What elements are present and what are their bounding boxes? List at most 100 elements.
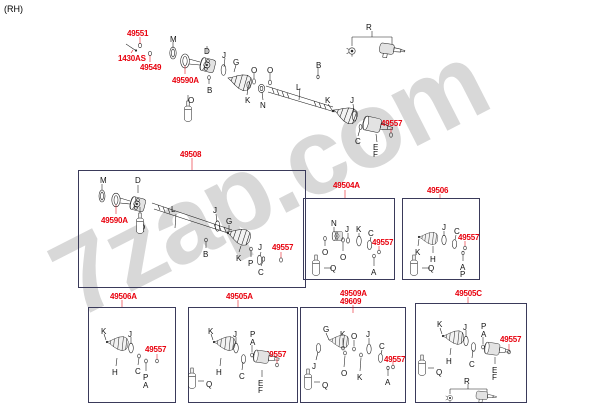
p1-callout-Q: Q xyxy=(139,223,146,232)
callout-N-top: N xyxy=(260,101,266,110)
panel-49506-box[interactable] xyxy=(402,198,480,280)
panel-49505A-box[interactable] xyxy=(188,307,298,403)
p3-callout-Q: Q xyxy=(428,264,435,273)
label-49505A[interactable]: 49505A xyxy=(226,292,253,301)
callout-G-top: G xyxy=(233,58,240,67)
p5-callout-J: J xyxy=(233,330,237,339)
label-49505C[interactable]: 49505C xyxy=(455,289,482,298)
callout-J-top-2: J xyxy=(350,96,354,105)
p7-callout-F: F xyxy=(492,373,497,382)
p6-callout-J1: J xyxy=(366,330,370,339)
p5-callout-A: A xyxy=(250,338,256,347)
callout-O-top-1: O xyxy=(251,66,258,75)
side-label: (RH) xyxy=(4,4,23,14)
p1-callout-L: L xyxy=(171,205,176,214)
label-49557-p3[interactable]: 49557 xyxy=(458,233,480,242)
p1-callout-B: B xyxy=(203,250,209,259)
p3-callout-H: H xyxy=(430,255,436,264)
p4-callout-H: H xyxy=(112,368,118,377)
p6-callout-G: G xyxy=(323,325,330,334)
callout-C-top: C xyxy=(355,137,361,146)
label-49557-p1[interactable]: 49557 xyxy=(272,243,294,252)
p5-callout-P: P xyxy=(250,330,256,339)
label-49506A[interactable]: 49506A xyxy=(110,292,137,301)
label-49557-top[interactable]: 49557 xyxy=(381,119,403,128)
callout-O-top-3: O xyxy=(188,96,195,105)
callout-J-top: J xyxy=(222,51,226,60)
p2-callout-A: A xyxy=(371,268,377,277)
p5-callout-E: E xyxy=(258,379,264,388)
p1-callout-M: M xyxy=(100,176,107,185)
p2-callout-C: C xyxy=(368,229,374,238)
callout-R-top: R xyxy=(366,23,372,32)
label-49504A[interactable]: 49504A xyxy=(333,181,360,190)
callout-B-top-2: B xyxy=(316,61,322,70)
p2-callout-O2: O xyxy=(340,253,347,262)
panel-49506A-box[interactable] xyxy=(88,307,176,403)
panel-49505C-box[interactable] xyxy=(415,303,527,403)
p4-callout-P: P xyxy=(143,373,149,382)
p7-callout-C: C xyxy=(469,360,475,369)
p6-callout-O2: O xyxy=(341,369,348,378)
label-49557-p2[interactable]: 49557 xyxy=(372,238,394,247)
callout-K-top: K xyxy=(245,96,251,105)
label-49557-p4[interactable]: 49557 xyxy=(145,345,167,354)
label-49508[interactable]: 49508 xyxy=(180,150,202,159)
p1-callout-J2: J xyxy=(258,243,262,252)
p5-callout-F: F xyxy=(258,386,263,395)
p7-callout-E: E xyxy=(492,366,498,375)
p1-callout-J: J xyxy=(213,206,217,215)
label-49609[interactable]: 49609 xyxy=(340,297,362,306)
label-49557-p6[interactable]: 49557 xyxy=(384,355,406,364)
label-49549[interactable]: 49549 xyxy=(140,63,162,72)
p6-callout-K: K xyxy=(340,330,346,339)
callout-E-top: E xyxy=(373,143,379,152)
p7-callout-P: P xyxy=(481,322,487,331)
p4-callout-K: K xyxy=(101,327,107,336)
p7-callout-J: J xyxy=(463,323,467,332)
p2-callout-K: K xyxy=(356,225,362,234)
label-49506[interactable]: 49506 xyxy=(427,186,449,195)
label-1430AS[interactable]: 1430AS xyxy=(118,54,146,63)
p7-callout-Q: Q xyxy=(436,368,443,377)
callout-M-top: M xyxy=(170,35,177,44)
p7-callout-H: H xyxy=(446,357,452,366)
p5-callout-K: K xyxy=(208,327,214,336)
p7-callout-K: K xyxy=(437,320,443,329)
label-49590A-p1[interactable]: 49590A xyxy=(101,216,128,225)
p6-callout-O1: O xyxy=(351,332,358,341)
callout-B-top: B xyxy=(207,86,213,95)
callout-L-top: L xyxy=(296,83,301,92)
callout-D-top: D xyxy=(204,47,210,56)
p1-callout-P: P xyxy=(248,259,254,268)
panel-49508-box[interactable] xyxy=(78,170,306,288)
p2-callout-O1: O xyxy=(322,248,329,257)
p3-callout-C: C xyxy=(454,227,460,236)
p6-callout-J2: J xyxy=(312,362,316,371)
p4-callout-A: A xyxy=(143,381,149,390)
label-49557-p7[interactable]: 49557 xyxy=(500,335,522,344)
p6-callout-A: A xyxy=(385,378,391,387)
label-49557-p5[interactable]: 49557 xyxy=(265,350,287,359)
p5-callout-C: C xyxy=(239,372,245,381)
label-49590A-top[interactable]: 49590A xyxy=(172,76,199,85)
p7-callout-R: R xyxy=(464,377,470,386)
p6-callout-K2: K xyxy=(357,373,363,382)
panel-49504A-box[interactable] xyxy=(303,198,395,280)
callout-K-top-2: K xyxy=(325,96,331,105)
p3-callout-A: A xyxy=(460,263,466,272)
p5-callout-Q: Q xyxy=(206,380,213,389)
p1-callout-G: G xyxy=(226,217,233,226)
p2-callout-N: N xyxy=(331,219,337,228)
p2-callout-J: J xyxy=(345,225,349,234)
label-49509A[interactable]: 49509A xyxy=(340,289,367,298)
p1-callout-C: C xyxy=(258,268,264,277)
p1-callout-D: D xyxy=(135,176,141,185)
p7-callout-A: A xyxy=(481,330,487,339)
p4-callout-C: C xyxy=(135,367,141,376)
label-49551[interactable]: 49551 xyxy=(127,29,149,38)
p5-callout-H: H xyxy=(216,368,222,377)
p3-callout-P: P xyxy=(460,270,466,279)
callout-F-top: F xyxy=(373,150,378,159)
